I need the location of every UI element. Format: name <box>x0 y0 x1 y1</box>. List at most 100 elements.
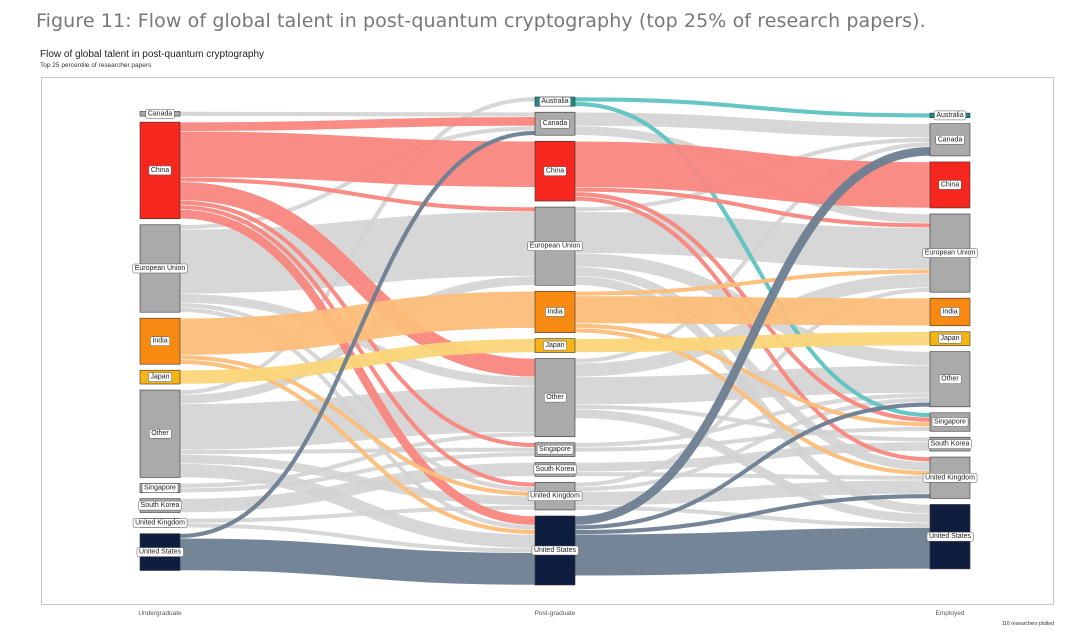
node-label-box <box>926 531 974 542</box>
node-label-box <box>138 500 182 511</box>
link-united-states-to-united-kingdom <box>574 494 931 535</box>
node-label-undergraduate-china: China <box>151 167 169 174</box>
node-label-box <box>132 518 188 528</box>
node-label-box <box>536 444 574 455</box>
stage-label-undergraduate: Undergraduate <box>138 610 182 617</box>
node-label-employed-singapore: Singapore <box>934 419 966 426</box>
node-employed-india <box>929 297 971 327</box>
node-label-post-graduate-india: India <box>547 308 562 315</box>
links-layer <box>179 97 931 585</box>
node-label-employed-united-states: United States <box>929 533 972 540</box>
link-united-states-to-canada <box>574 146 931 525</box>
node-label-box <box>148 428 172 439</box>
link-united-states-to-other <box>574 402 931 530</box>
node-label-post-graduate-singapore: Singapore <box>539 446 571 453</box>
node-label-box <box>938 374 962 384</box>
link-other-to-united-kingdom <box>179 454 536 506</box>
link-united-kingdom-to-united-states <box>179 523 536 553</box>
link-china-to-canada <box>179 117 536 132</box>
node-label-box <box>527 491 583 501</box>
labels-layer: Canada China European Union India Japan Other… <box>132 96 1054 627</box>
link-india-to-india <box>574 296 931 326</box>
node-label-box <box>150 336 170 346</box>
link-singapore-to-singapore <box>179 452 536 493</box>
node-label-box <box>527 241 583 251</box>
node-label-box <box>934 110 966 121</box>
link-european-union-to-united-kingdom <box>574 267 931 471</box>
node-label-box <box>543 340 567 351</box>
node-label-box <box>543 166 567 176</box>
node-label-post-graduate-other: Other <box>546 394 564 401</box>
node-label-box <box>545 307 565 317</box>
node-label-employed-european-union: European Union <box>925 250 976 257</box>
chart-subtitle: Top 25 percentile of researcher papers <box>40 62 152 69</box>
node-label-employed-south-korea: South Korea <box>931 441 970 448</box>
node-label-undergraduate-united-kingdom: United Kingdom <box>135 520 185 527</box>
link-china-to-other <box>179 182 536 377</box>
node-label-employed-china: China <box>941 181 959 188</box>
node-label-box <box>922 473 978 483</box>
node-label-undergraduate-india: India <box>152 338 167 345</box>
node-label-box <box>922 248 978 258</box>
node-label-box <box>928 439 972 449</box>
node-label-post-graduate-european-union: European Union <box>530 243 581 250</box>
node-label-undergraduate-south-korea: South Korea <box>141 502 180 509</box>
link-india-to-singapore <box>574 323 931 427</box>
node-label-undergraduate-singapore: Singapore <box>144 485 176 492</box>
node-label-post-graduate-south-korea: South Korea <box>536 466 575 473</box>
link-india-to-united-kingdom <box>574 328 931 476</box>
node-label-post-graduate-united-kingdom: United Kingdom <box>530 493 580 500</box>
link-other-to-other <box>179 386 536 450</box>
link-australia-to-australia <box>574 97 931 118</box>
link-india-to-european-union <box>574 269 931 296</box>
figure-caption: Figure 11: Flow of global talent in post… <box>36 10 926 32</box>
footnote: 116 researchers plotted <box>1002 621 1054 627</box>
link-china-to-united-kingdom <box>179 205 536 487</box>
plot-frame <box>41 77 1054 605</box>
node-label-box <box>539 96 571 107</box>
link-united-states-to-united-states <box>574 527 931 576</box>
link-other-to-south-korea <box>574 404 931 442</box>
node-label-box <box>148 372 172 382</box>
node-label-box <box>931 417 969 427</box>
link-other-to-singapore <box>179 447 536 455</box>
node-label-box <box>938 180 962 190</box>
link-other-to-european-union <box>574 274 931 377</box>
link-china-to-european-union <box>574 187 931 228</box>
link-australia-to-singapore <box>574 101 931 418</box>
link-european-union-to-european-union <box>574 211 931 269</box>
node-label-undergraduate-other: Other <box>151 430 169 437</box>
node-label-box <box>543 392 567 403</box>
node-label-box <box>136 547 184 557</box>
link-india-to-india <box>179 291 536 355</box>
link-china-to-china <box>179 131 536 187</box>
node-label-box <box>540 118 570 129</box>
node-label-box <box>148 165 172 176</box>
node-label-undergraduate-canada: Canada <box>148 110 173 117</box>
node-label-employed-united-kingdom: United Kingdom <box>925 474 975 481</box>
link-china-to-china <box>574 141 931 208</box>
node-label-box <box>132 263 188 274</box>
node-label-employed-canada: Canada <box>938 136 963 143</box>
link-singapore-to-singapore <box>574 426 931 452</box>
node-label-box <box>940 307 960 317</box>
link-other-to-united-states <box>179 463 536 548</box>
node-label-box <box>531 545 579 556</box>
link-european-union-to-european-union <box>179 211 536 294</box>
node-label-employed-india: India <box>942 308 957 315</box>
node-label-post-graduate-united-states: United States <box>534 547 577 554</box>
stage-label-employed: Employed <box>936 610 965 617</box>
link-japan-to-japan <box>179 338 536 384</box>
link-singapore-to-other <box>179 432 536 488</box>
link-canada-to-canada <box>574 112 931 138</box>
link-united-kingdom-to-united-states <box>574 505 931 528</box>
node-label-undergraduate-united-states: United States <box>139 549 182 556</box>
chart-title: Flow of global talent in post-quantum cr… <box>40 49 265 60</box>
link-united-states-to-united-states <box>179 538 536 585</box>
node-label-post-graduate-australia: Australia <box>541 98 568 105</box>
node-label-employed-other: Other <box>941 376 959 383</box>
link-united-states-to-canada <box>179 130 536 539</box>
node-label-employed-australia: Australia <box>936 112 963 119</box>
stage-label-post-graduate: Post-graduate <box>535 610 576 617</box>
